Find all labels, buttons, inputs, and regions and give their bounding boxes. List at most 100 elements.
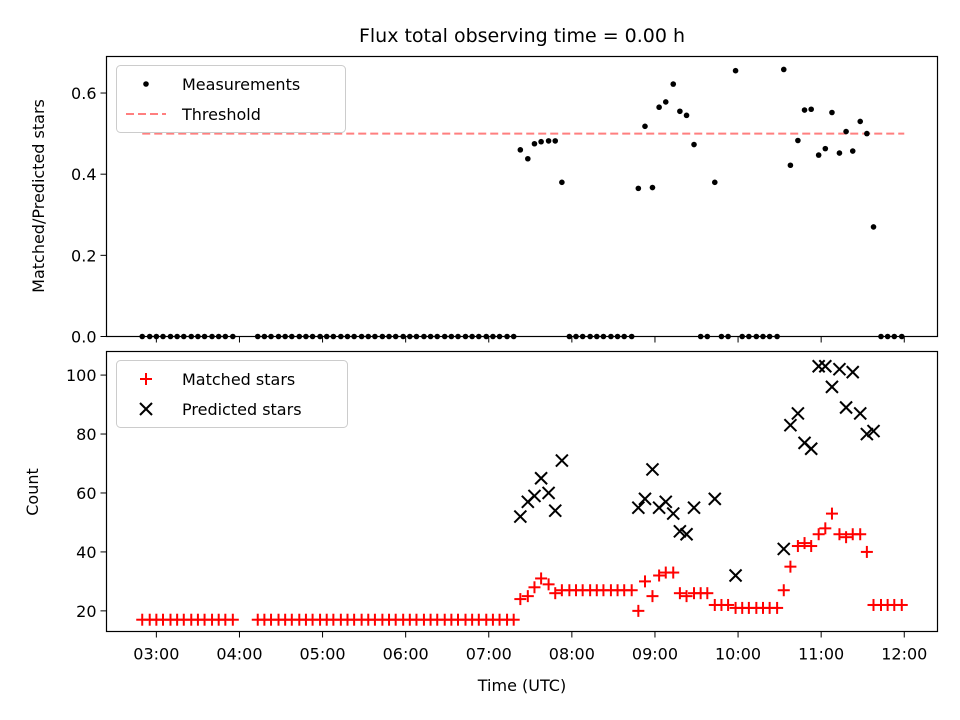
- matched-stars-point: [784, 560, 797, 573]
- matched-stars-point: [840, 531, 853, 544]
- x-tick-label: 05:00: [300, 645, 346, 664]
- matched-stars-point: [791, 540, 804, 553]
- predicted-stars-point: [659, 495, 673, 509]
- matched-stars-point: [638, 575, 651, 588]
- matched-stars-point: [542, 578, 555, 591]
- legend-predicted-marker: [139, 402, 153, 416]
- measurement-points: [139, 66, 905, 340]
- predicted-stars-point: [728, 568, 743, 583]
- matched-stars-point: [771, 601, 784, 614]
- matched-stars-point: [722, 598, 735, 611]
- legend-measurements-label: Measurements: [182, 75, 300, 94]
- matched-stars-point: [653, 569, 666, 582]
- predicted-stars-point: [866, 424, 881, 438]
- measurement-point: [662, 99, 669, 105]
- x-tick-label: 09:00: [632, 645, 678, 664]
- measurement-point: [732, 67, 739, 74]
- measurement-point: [649, 184, 656, 191]
- measurement-point: [525, 155, 531, 162]
- matched-stars-point: [673, 587, 686, 600]
- measurement-point: [849, 148, 856, 154]
- x-tick-label: 04:00: [216, 645, 262, 664]
- count-x-ticks: 03:00 04:00 05:00 06:00 07:00 08:00 09:00 10:00…: [133, 631, 927, 664]
- x-axis-label: Time (UTC): [477, 676, 566, 695]
- y-tick-label: 100: [66, 366, 97, 385]
- measurement-point: [635, 185, 642, 192]
- matched-stars-point: [895, 598, 908, 611]
- predicted-stars-point: [687, 501, 701, 515]
- measurement-point: [683, 112, 690, 119]
- chart-title: Flux total observing time = 0.00 h: [359, 25, 685, 47]
- measurement-point: [829, 109, 835, 116]
- count-panel: 20 40 60 80 100 03:00 04:00 05:00 06:00 07:00 08:…: [23, 350, 939, 695]
- measurement-point: [711, 179, 718, 186]
- predicted-stars-point: [832, 362, 847, 376]
- x-tick-label: 11:00: [798, 645, 844, 664]
- predicted-stars-point: [666, 506, 680, 521]
- x-tick-label: 08:00: [549, 645, 595, 664]
- predicted-stars-point: [645, 462, 660, 477]
- predicted-stars-point: [839, 400, 853, 415]
- y-tick-label: 20: [76, 602, 96, 621]
- matched-stars-point: [625, 584, 638, 597]
- measurement-point: [670, 81, 677, 87]
- y-tick-label: 0.6: [71, 84, 96, 103]
- matched-stars-point: [549, 587, 562, 600]
- legend-predicted-label: Predicted stars: [182, 400, 302, 419]
- ratio-panel: 0.0 0.2 0.4 0.6 Matched/Predicted stars Mea…: [29, 55, 939, 347]
- matched-stars-point: [854, 528, 867, 541]
- matched-stars-point: [632, 604, 645, 617]
- measurement-point: [815, 152, 822, 158]
- y-tick-label: 0.4: [71, 165, 96, 184]
- predicted-stars-point: [631, 501, 646, 515]
- matched-stars-point: [667, 566, 680, 579]
- legend-threshold-label: Threshold: [181, 105, 261, 124]
- matched-stars-point: [535, 572, 548, 585]
- measurement-point: [843, 128, 849, 135]
- measurement-point: [836, 150, 843, 156]
- measurement-point: [801, 107, 808, 113]
- matched-stars-point: [777, 584, 790, 597]
- matched-stars-point: [521, 590, 534, 603]
- predicted-stars-point: [679, 527, 694, 541]
- predicted-stars-point: [791, 406, 805, 421]
- predicted-stars-point: [853, 406, 867, 421]
- x-tick-label: 12:00: [881, 645, 927, 664]
- matched-stars-point: [860, 545, 873, 558]
- predicted-stars-point: [708, 492, 722, 506]
- predicted-stars-point: [673, 524, 687, 538]
- y-tick-label: 0.0: [71, 328, 96, 347]
- legend-measurements-marker: [143, 81, 149, 87]
- predicted-stars-point: [541, 486, 556, 500]
- measurement-point: [531, 140, 538, 147]
- ratio-x-ticks: [155, 336, 905, 343]
- predicted-stars-point: [548, 503, 562, 518]
- predicted-stars-point: [825, 380, 839, 394]
- matched-stars-point: [701, 587, 714, 600]
- matched-stars-point: [798, 537, 811, 550]
- measurement-point: [691, 141, 697, 148]
- y-tick-label: 60: [76, 484, 96, 503]
- y-tick-label: 0.2: [71, 246, 96, 265]
- measurement-point: [808, 106, 814, 113]
- predicted-stars-point: [534, 471, 548, 485]
- measurement-point: [864, 130, 870, 137]
- matched-stars-point: [819, 522, 832, 535]
- predicted-stars-point: [860, 427, 874, 441]
- measurement-point: [857, 118, 864, 125]
- measurement-point: [538, 138, 544, 145]
- predicted-stars-point: [804, 442, 818, 456]
- measurement-point: [677, 108, 683, 115]
- measurement-point: [545, 138, 552, 144]
- measurement-point: [656, 104, 662, 111]
- count-legend: Matched stars Predicted stars: [116, 360, 348, 428]
- count-plot-frame: [105, 350, 939, 633]
- count-points: [136, 359, 908, 626]
- measurement-point: [780, 66, 787, 73]
- measurement-point: [870, 224, 877, 230]
- ratio-legend-box: [116, 65, 346, 133]
- x-tick-label: 06:00: [383, 645, 429, 664]
- matched-stars-point: [226, 613, 239, 626]
- ratio-plot-frame: [105, 55, 939, 338]
- count-y-ticks: 20 40 60 80 100: [66, 366, 107, 621]
